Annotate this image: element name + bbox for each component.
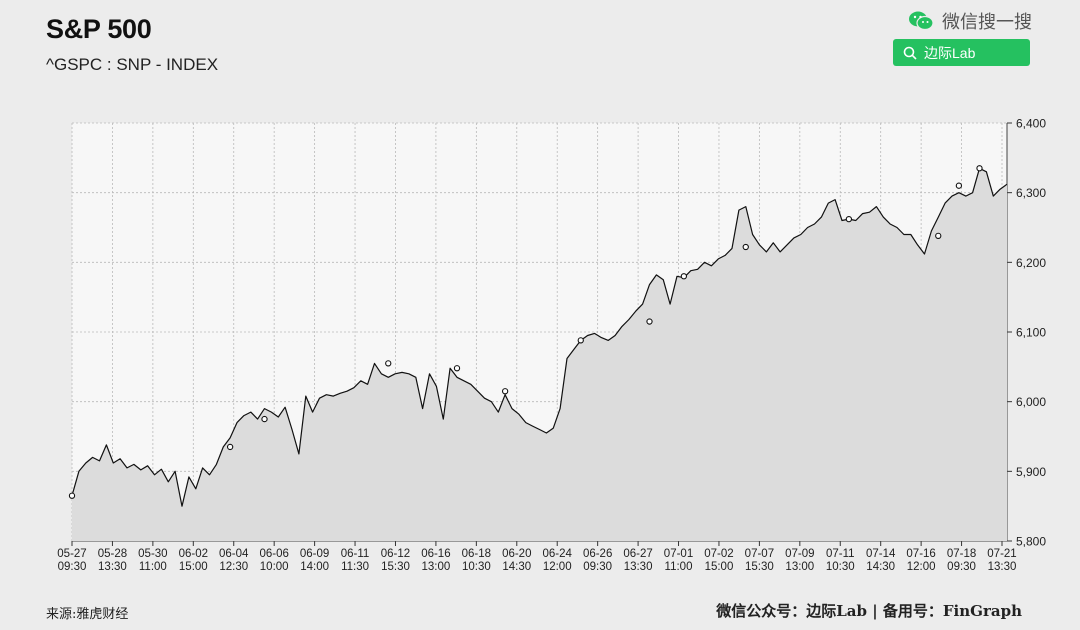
x-tick-label-date: 06-20 [502,548,531,560]
price-marker [845,215,853,223]
x-tick-label-date: 06-18 [462,548,491,560]
x-tick-label-time: 14:30 [502,561,531,573]
credits-note: 微信公众号：边际Lab | 备用号：FinGraph [716,602,1022,620]
search-icon [903,46,917,60]
price-area [72,168,1007,542]
price-marker [385,360,392,367]
x-tick-label-date: 06-11 [341,548,370,560]
y-tick-label: 6,200 [1016,256,1046,270]
wechat-icon [909,11,934,31]
x-tick-label-date: 06-06 [259,548,288,560]
x-tick-label-date: 05-27 [57,548,86,560]
x-tick-label-date: 07-16 [906,548,935,560]
x-tick-label-time: 13:30 [98,561,127,573]
x-tick-label-date: 07-01 [664,548,693,560]
x-tick-label-time: 12:30 [219,561,248,573]
x-tick-label-time: 10:00 [260,561,289,573]
price-marker [226,443,234,451]
x-tick-label-date: 05-30 [138,548,167,560]
x-tick-label-time: 15:00 [705,561,734,573]
price-marker [68,492,76,499]
x-tick-label-time: 09:30 [947,561,976,573]
x-tick-label-date: 06-12 [381,548,410,560]
price-marker [935,232,942,240]
x-tick-label-date: 07-07 [745,548,774,560]
x-tick-label-date: 05-28 [98,548,127,560]
x-tick-label-date: 07-14 [866,548,896,560]
y-tick-label: 6,000 [1016,395,1046,409]
price-marker [680,273,688,280]
price-marker [976,165,983,172]
price-marker [955,182,963,189]
x-tick-label-date: 06-16 [421,548,450,560]
ticker-subtitle: ^GSPC : SNP - INDEX [46,55,219,74]
x-tick-label-date: 07-21 [987,548,1016,560]
x-tick-label-time: 11:00 [139,561,167,573]
price-marker [742,243,749,251]
x-tick-label-time: 15:00 [179,561,208,573]
x-tick-label-time: 13:00 [785,561,814,573]
price-marker [501,388,509,395]
x-tick-label-date: 07-11 [826,548,855,560]
wechat-search-label: 微信搜一搜 [908,8,1032,34]
wechat-search-text: 微信搜一搜 [942,12,1032,32]
x-tick-label-date: 07-02 [704,548,733,560]
x-tick-label-time: 10:30 [826,561,855,573]
x-tick-label-date: 07-09 [785,548,814,560]
source-note: 来源:雅虎财经 [46,607,129,622]
x-tick-label-time: 11:30 [341,561,369,573]
y-tick-label: 5,800 [1016,535,1046,549]
x-tick-label-time: 13:00 [422,561,451,573]
x-tick-label-date: 06-02 [179,548,208,560]
price-marker [646,318,653,325]
price-marker [261,415,268,423]
x-tick-label-time: 09:30 [58,561,87,573]
search-button-label: 边际Lab [924,44,976,61]
x-tick-label-time: 14:30 [866,561,895,573]
y-tick-label: 6,100 [1016,326,1046,340]
x-tick-label-time: 12:00 [907,561,936,573]
chart-title: S&P 500 [46,14,152,44]
x-tick-label-date: 06-27 [623,548,652,560]
x-tick-label-time: 13:30 [988,561,1017,573]
x-tick-label-time: 12:00 [543,561,572,573]
x-tick-label-time: 11:00 [665,561,693,573]
x-tick-label-date: 07-18 [947,548,976,560]
x-tick-label-time: 13:30 [624,561,653,573]
search-button[interactable]: 边际Lab [893,39,1030,66]
price-marker [453,365,461,372]
x-tick-label-time: 10:30 [462,561,491,573]
y-tick-label: 5,900 [1016,465,1046,479]
y-tick-label: 6,400 [1016,117,1046,131]
x-tick-label-time: 15:30 [745,561,774,573]
x-tick-label-date: 06-04 [219,548,249,560]
x-tick-label-time: 09:30 [583,561,612,573]
price-marker [577,337,584,344]
y-tick-label: 6,300 [1016,186,1046,200]
x-tick-label-date: 06-24 [543,548,573,560]
x-tick-label-date: 06-09 [300,548,329,560]
x-tick-label-time: 15:30 [381,561,410,573]
x-tick-label-time: 14:00 [300,561,329,573]
x-tick-label-date: 06-26 [583,548,612,560]
